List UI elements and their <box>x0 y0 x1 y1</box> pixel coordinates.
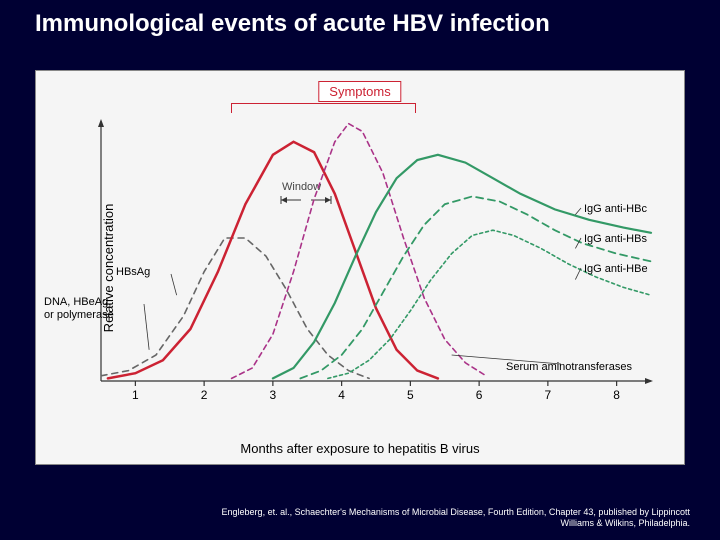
citation-text: Engleberg, et. al., Schaechter's Mechani… <box>190 507 690 530</box>
svg-text:8: 8 <box>613 388 620 402</box>
svg-text:3: 3 <box>270 388 277 402</box>
svg-text:7: 7 <box>545 388 552 402</box>
x-axis-title: Months after exposure to hepatitis B vir… <box>240 441 479 456</box>
symptoms-bracket <box>231 103 416 113</box>
symptoms-label-box: Symptoms <box>318 81 401 102</box>
slide-title: Immunological events of acute HBV infect… <box>35 10 550 38</box>
svg-text:4: 4 <box>338 388 345 402</box>
svg-text:5: 5 <box>407 388 414 402</box>
svg-text:6: 6 <box>476 388 483 402</box>
svg-text:1: 1 <box>132 388 139 402</box>
svg-text:2: 2 <box>201 388 208 402</box>
plot-svg: 1 2 3 4 5 6 7 8 <box>96 116 656 406</box>
chart-panel: Symptoms Window Relative concentration 1… <box>35 70 685 465</box>
